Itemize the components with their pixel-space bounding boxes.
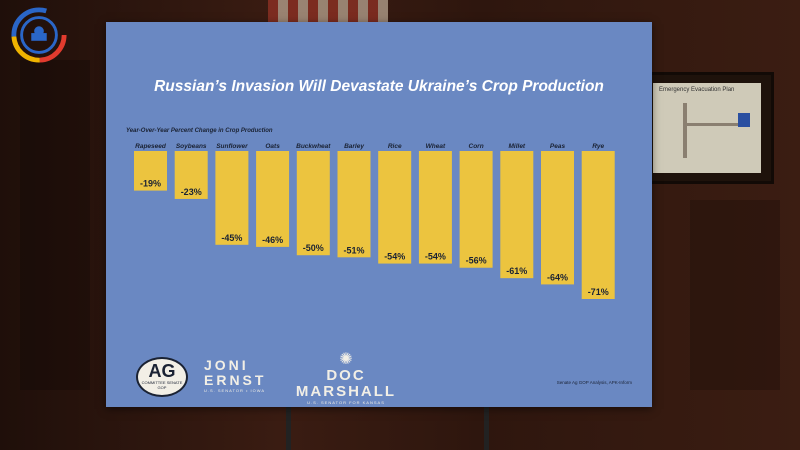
category-label: Millet (508, 143, 525, 150)
bar (418, 151, 452, 264)
category-label: Peas (550, 143, 566, 150)
bar (459, 151, 493, 268)
map-line (683, 123, 743, 126)
category-label: Barley (344, 143, 364, 150)
category-label: Oats (265, 143, 280, 150)
value-label: -19% (140, 179, 161, 189)
value-label: -54% (425, 252, 446, 262)
y-axis-label: Year-Over-Year Percent Change in Crop Pr… (126, 128, 273, 134)
joni-subtitle: U.S. SENATOR • IOWA (204, 388, 265, 393)
ag-committee-logo: AG COMMITTEE SENATE GOP (136, 357, 188, 397)
value-label: -51% (343, 245, 364, 255)
value-label: -61% (506, 266, 527, 276)
wall-panel-right (690, 200, 780, 390)
doc-name-first: DOC (326, 367, 366, 384)
ag-logo-subtext: COMMITTEE SENATE GOP (141, 380, 183, 390)
bar (134, 151, 167, 191)
doc-marshall-logo: ✺ DOC MARSHALL U.S. SENATOR FOR KANSAS (286, 351, 406, 406)
joni-name-first: JONI (204, 357, 249, 373)
category-label: Rye (592, 143, 604, 150)
joni-ernst-logo: JONI ERNST U.S. SENATOR • IOWA (204, 358, 276, 396)
chart-board: Russian’s Invasion Will Devastate Ukrain… (106, 22, 652, 407)
value-label: -71% (588, 287, 609, 297)
easel-leg-left (286, 405, 291, 450)
value-label: -50% (303, 243, 324, 253)
easel-leg-right (484, 405, 489, 450)
bar (581, 151, 615, 299)
wall-panel-left (20, 60, 90, 390)
value-label: -64% (547, 272, 568, 282)
doc-name-last: MARSHALL (295, 383, 397, 400)
value-label: -23% (181, 187, 202, 197)
ag-logo-text: AG (148, 361, 176, 381)
value-label: -54% (384, 252, 405, 262)
doc-subtitle: U.S. SENATOR FOR KANSAS (307, 400, 385, 405)
bar (378, 151, 412, 264)
bar (174, 151, 208, 199)
frame-title: Emergency Evacuation Plan (659, 87, 735, 93)
bar (541, 151, 574, 285)
bar (296, 151, 330, 256)
channel-logo-icon (11, 7, 67, 63)
category-label: Soybeans (176, 143, 207, 150)
category-label: Sunflower (216, 143, 248, 150)
evacuation-plan-frame: Emergency Evacuation Plan (640, 72, 774, 184)
bar-chart: Rapeseed -19% Soybeans -23% Sunflower -45% Oat… (134, 143, 615, 299)
bar (337, 151, 371, 258)
bar (215, 151, 249, 245)
category-label: Rice (388, 143, 402, 150)
map-line (738, 113, 750, 127)
bar (500, 151, 534, 279)
category-label: Wheat (426, 143, 446, 150)
bar (256, 151, 290, 247)
chart-title: Russian’s Invasion Will Devastate Ukrain… (154, 78, 604, 95)
category-label: Corn (469, 143, 484, 150)
value-label: -45% (221, 233, 242, 243)
category-label: Buckwheat (296, 143, 331, 150)
value-label: -56% (466, 256, 487, 266)
map-line (683, 103, 687, 158)
sunflower-icon: ✺ (339, 351, 353, 368)
value-label: -46% (262, 235, 283, 245)
source-note: Senate Ag GOP Analysis, APK-Inform (556, 380, 632, 385)
joni-name-last: ERNST (204, 372, 267, 388)
category-label: Rapeseed (135, 143, 167, 150)
